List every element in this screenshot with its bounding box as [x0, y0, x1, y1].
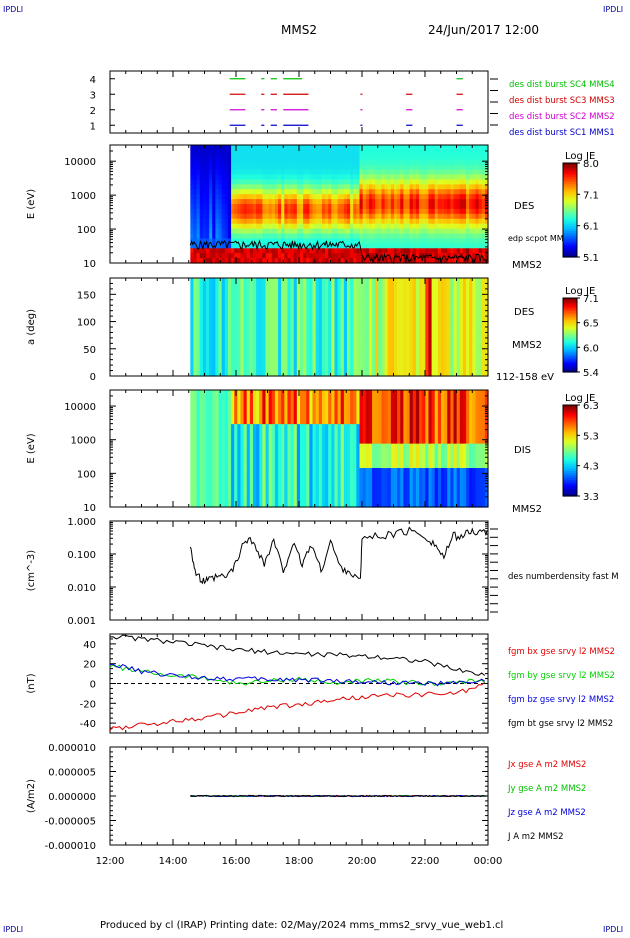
spacecraft-label: MMS2: [512, 340, 542, 351]
burst-legend-entry: des dist burst SC2 MMS2: [509, 112, 615, 122]
colorbar-tick-label: 6.0: [583, 343, 599, 354]
y-tick-label: 1: [90, 121, 96, 132]
y-tick-label: 4: [90, 75, 96, 86]
colorbar-tick-label: 8.0: [583, 159, 599, 170]
footer-text: Produced by cl (IRAP) Printing date: 02/…: [100, 920, 503, 931]
y-tick-label: 0: [90, 372, 96, 383]
y-tick-label: 100: [77, 225, 96, 236]
colorbar-tick-label: 7.1: [583, 294, 599, 305]
y-tick-label: 100: [77, 318, 96, 329]
energy-range-label: 112-158 eV: [496, 372, 554, 383]
y-tick-label: 1000: [71, 191, 96, 202]
corner-label-bottom-right: IPDLI: [603, 925, 623, 934]
burst-panel-frame: [110, 71, 488, 133]
spacecraft-label: MMS2: [512, 260, 542, 271]
spacecraft-title: MMS2: [281, 23, 317, 37]
corner-label-top-left: IPDLI: [3, 5, 23, 14]
colorbar-tick-label: 7.1: [583, 190, 599, 201]
y-tick-label: 150: [77, 290, 96, 301]
y-tick-label: 3: [90, 90, 96, 101]
burst-legend-entry: des dist burst SC4 MMS4: [509, 80, 615, 90]
colorbar-tick-label: 5.1: [583, 253, 599, 264]
burst-legend-entry: des dist burst SC1 MMS1: [509, 128, 615, 138]
colorbar-tick-label: 6.5: [583, 319, 599, 330]
colorbar-tick-label: 5.4: [583, 368, 599, 379]
datetime-title: 24/Jun/2017 12:00: [428, 23, 539, 37]
burst-legend-entry: des dist burst SC3 MMS3: [509, 96, 615, 106]
corner-label-top-right: IPDLI: [603, 5, 623, 14]
y-tick-label: 50: [83, 345, 96, 356]
instrument-label: DES: [514, 201, 534, 212]
corner-label-bottom-left: IPDLI: [3, 925, 23, 934]
colorbar-tick-label: 6.1: [583, 222, 599, 233]
y-tick-label: 10: [83, 259, 96, 270]
y-tick-label: 2: [90, 106, 96, 117]
y-axis-label-des-energy: E (eV): [26, 189, 37, 219]
y-axis-label-pitch: a (deg): [26, 309, 37, 345]
y-tick-label: 10000: [64, 157, 96, 168]
instrument-label: DES: [514, 307, 534, 318]
